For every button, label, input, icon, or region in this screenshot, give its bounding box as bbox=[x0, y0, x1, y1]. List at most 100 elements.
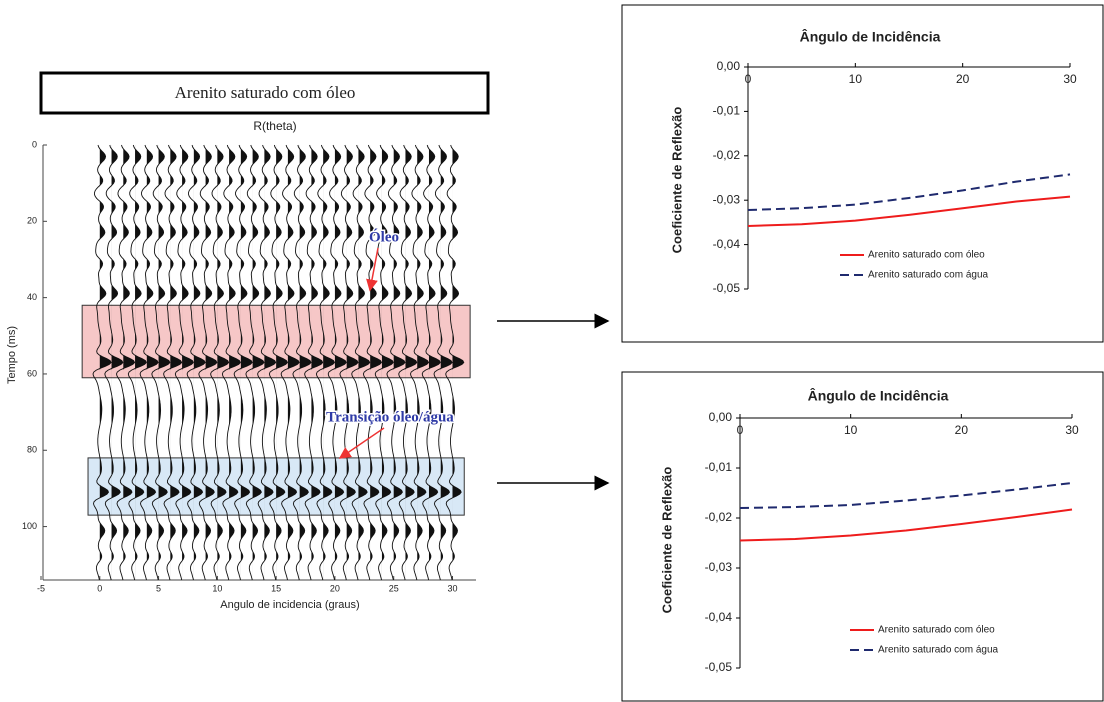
trace bbox=[339, 144, 359, 581]
y-axis-label: Coeficiente de Reflexão bbox=[659, 467, 674, 614]
x-tick-label: 30 bbox=[447, 583, 457, 593]
trace bbox=[268, 144, 289, 581]
chart-title: Ângulo de Incidência bbox=[800, 28, 941, 45]
x-tick-label: 20 bbox=[956, 72, 970, 86]
y-tick-label: -0,05 bbox=[705, 660, 733, 674]
y-tick-label: -0,01 bbox=[705, 460, 733, 474]
legend-label: Arenito saturado com água bbox=[868, 270, 989, 281]
x-tick-label: 30 bbox=[1063, 72, 1077, 86]
trace-fill bbox=[252, 145, 264, 580]
trace bbox=[257, 144, 277, 581]
y-tick-label: 20 bbox=[27, 216, 37, 226]
trace-fill bbox=[405, 145, 417, 580]
trace bbox=[116, 144, 136, 581]
trace bbox=[186, 144, 206, 581]
y-tick-label: 0 bbox=[32, 139, 37, 149]
chart-frame bbox=[621, 371, 1104, 702]
trace-fill bbox=[417, 145, 429, 580]
trace bbox=[362, 144, 383, 581]
annotation: Óleo bbox=[369, 228, 399, 245]
x-tick-label: -5 bbox=[37, 583, 45, 593]
trace-fill bbox=[370, 145, 382, 580]
trace-fill bbox=[193, 145, 206, 580]
trace bbox=[386, 144, 406, 581]
y-tick-label: 80 bbox=[27, 445, 37, 455]
trace-fill bbox=[440, 145, 453, 580]
trace bbox=[351, 144, 371, 581]
annotation-arrow bbox=[338, 427, 385, 459]
y-tick-label: -0,03 bbox=[705, 560, 733, 574]
x-tick-label: 30 bbox=[1065, 423, 1079, 437]
trace bbox=[315, 144, 336, 581]
trace bbox=[410, 144, 430, 581]
trace-fill bbox=[393, 145, 405, 580]
x-tick-label: 15 bbox=[271, 583, 281, 593]
legend-label: Arenito saturado com água bbox=[878, 645, 999, 656]
trace-fill bbox=[358, 145, 370, 580]
trace-fill bbox=[311, 145, 323, 580]
y-tick-label: -0,02 bbox=[705, 510, 733, 524]
trace-fill bbox=[205, 145, 217, 580]
x-tick-label: 0 bbox=[737, 423, 744, 437]
trace-fill bbox=[452, 145, 464, 580]
trace bbox=[280, 144, 300, 581]
subtitle: R(theta) bbox=[253, 119, 296, 133]
x-tick-label: 10 bbox=[844, 423, 858, 437]
trace-fill bbox=[158, 145, 170, 580]
trace bbox=[139, 144, 159, 581]
legend-label: Arenito saturado com óleo bbox=[878, 625, 995, 636]
trace bbox=[127, 144, 147, 581]
x-tick-label: 10 bbox=[212, 583, 222, 593]
trace bbox=[445, 144, 465, 581]
x-tick-label: 20 bbox=[330, 583, 340, 593]
trace-fill bbox=[276, 145, 288, 580]
y-tick-label: 100 bbox=[22, 521, 37, 531]
x-tick-label: 5 bbox=[156, 583, 161, 593]
trace-fill bbox=[123, 145, 135, 580]
trace-fill bbox=[240, 145, 253, 580]
trace bbox=[398, 144, 418, 581]
x-tick-label: 0 bbox=[97, 583, 102, 593]
trace-fill bbox=[182, 145, 194, 580]
trace bbox=[210, 144, 230, 581]
trace-fill bbox=[146, 145, 159, 580]
y-tick-label: 60 bbox=[27, 368, 37, 378]
trace-fill bbox=[217, 145, 229, 580]
trace bbox=[292, 144, 312, 581]
trace bbox=[163, 144, 183, 581]
trace bbox=[233, 144, 253, 581]
title-box bbox=[39, 71, 490, 115]
trace-fill bbox=[99, 145, 112, 580]
trace bbox=[198, 144, 218, 581]
trace bbox=[245, 144, 265, 581]
trace-fill bbox=[287, 145, 300, 580]
x-tick-label: 25 bbox=[389, 583, 399, 593]
y-tick-label: -0,03 bbox=[713, 192, 741, 206]
trace bbox=[104, 144, 124, 581]
y-tick-label: 0,00 bbox=[717, 59, 741, 73]
trace-fill bbox=[135, 145, 147, 580]
x-tick-label: 10 bbox=[849, 72, 863, 86]
chart-title: Arenito saturado com óleo bbox=[175, 83, 356, 102]
y-tick-label: 0,00 bbox=[709, 410, 733, 424]
trace-fill bbox=[229, 145, 241, 580]
trace bbox=[433, 144, 453, 581]
trace bbox=[151, 144, 171, 581]
annotation: Transição óleo/água bbox=[326, 409, 454, 425]
trace-fill bbox=[381, 145, 394, 580]
trace-fill bbox=[428, 145, 441, 580]
series-line bbox=[739, 508, 1073, 542]
y-tick-label: -0,04 bbox=[713, 237, 741, 251]
annotation-arrow bbox=[366, 247, 379, 292]
trace-fill bbox=[323, 145, 335, 580]
trace-fill bbox=[264, 145, 276, 580]
trace bbox=[174, 144, 194, 581]
trace-fill bbox=[334, 145, 347, 580]
y-tick-label: -0,01 bbox=[713, 104, 741, 118]
chart-title: Ângulo de Incidência bbox=[808, 387, 949, 404]
trace-fill bbox=[170, 145, 182, 580]
legend-label: Arenito saturado com óleo bbox=[868, 250, 985, 261]
y-axis-label: Coeficiente de Reflexão bbox=[669, 107, 684, 254]
y-tick-label: -0,05 bbox=[713, 281, 741, 295]
